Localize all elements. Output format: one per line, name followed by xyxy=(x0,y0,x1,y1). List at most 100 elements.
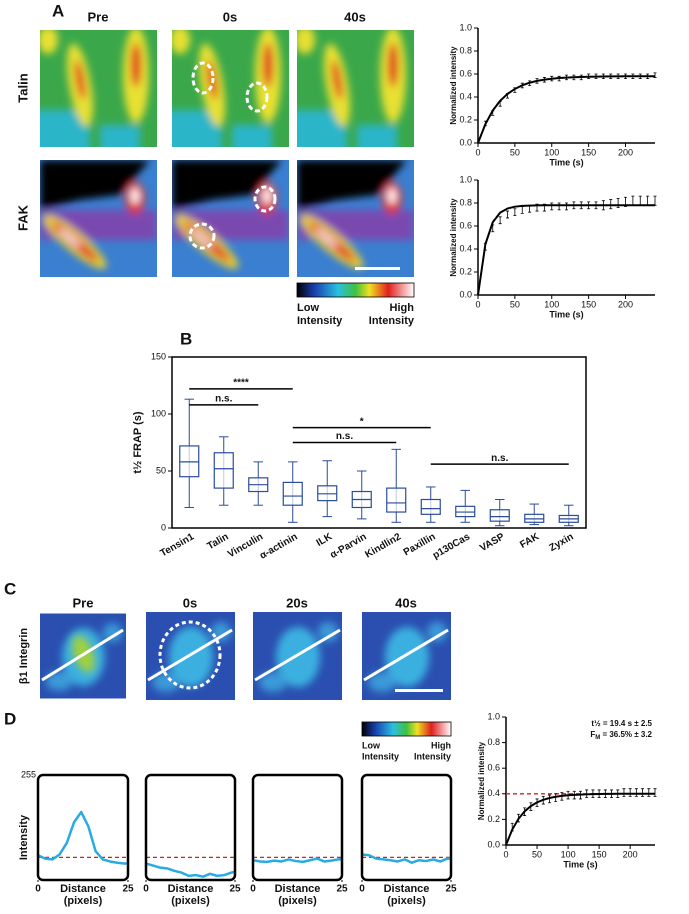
colorbar xyxy=(361,721,452,737)
y-tick-label: 150 xyxy=(151,351,166,361)
annotation: t½ = 19.4 s ± 2.5 xyxy=(591,719,652,728)
category-label: p130Cas xyxy=(431,531,473,561)
y-tick-label: 0.8 xyxy=(459,197,472,207)
y-tick-label: 0.2 xyxy=(459,266,472,276)
bleach-circle xyxy=(158,620,222,690)
panel-label: C xyxy=(4,579,16,598)
x-tick-label: 150 xyxy=(581,299,596,309)
y-tick-label: 0.8 xyxy=(459,45,472,55)
y-tick-label: 0.4 xyxy=(487,788,500,798)
x-tick-label: 50 xyxy=(532,849,542,859)
bleach-circles xyxy=(188,61,277,250)
box xyxy=(489,509,510,522)
category-label: FAK xyxy=(518,531,541,551)
error-bar xyxy=(628,788,632,797)
category-label: Zyxin xyxy=(547,531,575,554)
colorbar-high: High xyxy=(431,740,451,750)
column-label: 20s xyxy=(286,595,308,610)
y-tick-label: 1.0 xyxy=(459,22,472,32)
intensity-profile xyxy=(37,810,128,865)
fit-curve xyxy=(477,204,655,296)
x-tick-label: 0 xyxy=(35,884,41,895)
scale-bar xyxy=(355,267,400,270)
colorbar-low: Intensity xyxy=(297,315,343,327)
plot-frame xyxy=(360,773,453,882)
error-bar xyxy=(498,216,502,225)
x-tick-label: 100 xyxy=(544,299,559,309)
column-label: 0s xyxy=(183,595,197,610)
y-tick-label: 0.4 xyxy=(459,91,472,101)
x-tick-label: 150 xyxy=(581,147,596,157)
y-tick-label: 50 xyxy=(156,465,166,475)
colorbar-low: Low xyxy=(297,302,319,314)
category-label: Talin xyxy=(206,531,231,552)
column-label: 40s xyxy=(395,595,417,610)
plot-frame xyxy=(251,773,344,882)
box xyxy=(386,487,407,513)
y-tick-label: 0.4 xyxy=(459,243,472,253)
y-tick-label: 255 xyxy=(21,769,36,779)
panel-label: D xyxy=(4,709,16,728)
fak-40s-image xyxy=(295,160,414,277)
error-bar xyxy=(609,199,613,210)
y-tick-label: 100 xyxy=(151,408,166,418)
error-bar xyxy=(631,195,635,206)
plot-frame xyxy=(36,773,130,882)
box xyxy=(282,481,303,506)
profile-lines xyxy=(41,628,449,682)
intensity-profile xyxy=(361,853,451,864)
x-tick-label: 0 xyxy=(143,884,149,895)
intensity-profile xyxy=(145,862,236,878)
box xyxy=(420,498,441,515)
column-label: Pre xyxy=(88,9,109,24)
x-axis-label: Distance xyxy=(275,883,321,895)
talin-0s-image xyxy=(162,26,289,160)
y-axis-label: t½ FRAP (s) xyxy=(132,411,144,473)
significance-label: n.s. xyxy=(215,394,232,405)
error-bar xyxy=(513,208,517,217)
category-label: VASP xyxy=(478,531,507,554)
colorbar-high: High xyxy=(390,302,415,314)
y-tick-label: 0.6 xyxy=(487,763,500,773)
x-tick-label: 0 xyxy=(250,884,256,895)
plot-frame xyxy=(171,356,587,529)
x-tick-label: 200 xyxy=(618,147,633,157)
x-tick-label: 25 xyxy=(445,884,457,895)
significance-label: * xyxy=(360,416,364,427)
y-tick-label: 1.0 xyxy=(459,174,472,184)
x-tick-label: 0 xyxy=(475,147,480,157)
category-label: α-Parvin xyxy=(328,531,368,561)
x-axis-label: Distance xyxy=(168,883,214,895)
annotation-part: = 36.5% ± 3.2 xyxy=(600,730,652,739)
x-axis-label: (pixels) xyxy=(64,895,103,907)
y-axis-label: Normalized intensity xyxy=(477,741,486,820)
column-label: 0s xyxy=(223,9,237,24)
x-tick-label: 100 xyxy=(561,849,576,859)
category-label: ILK xyxy=(315,531,335,549)
category-label: α-actinin xyxy=(258,531,300,561)
error-bar xyxy=(653,195,657,206)
error-bar xyxy=(638,195,642,206)
y-tick-label: 0.0 xyxy=(487,839,500,849)
row-label: β1 Integrin xyxy=(18,628,30,685)
x-tick-label: 200 xyxy=(618,299,633,309)
fak-pre-image xyxy=(38,160,157,277)
annotation-part: M xyxy=(595,735,600,741)
significance-label: **** xyxy=(233,378,249,389)
x-tick-label: 25 xyxy=(336,884,348,895)
category-label: Kindlin2 xyxy=(363,531,403,560)
y-tick-label: 0.2 xyxy=(487,814,500,824)
error-bar xyxy=(622,788,626,797)
error-bar xyxy=(520,206,524,214)
error-bar xyxy=(557,202,561,211)
error-bar xyxy=(550,202,554,211)
x-axis-label: Time (s) xyxy=(563,859,597,869)
x-tick-label: 150 xyxy=(592,849,607,859)
y-axis-label: Normalized intensity xyxy=(449,46,458,125)
row-label: FAK xyxy=(15,204,30,231)
y-tick-label: 0.0 xyxy=(459,137,472,147)
box xyxy=(213,452,234,489)
x-axis-label: Distance xyxy=(384,883,430,895)
